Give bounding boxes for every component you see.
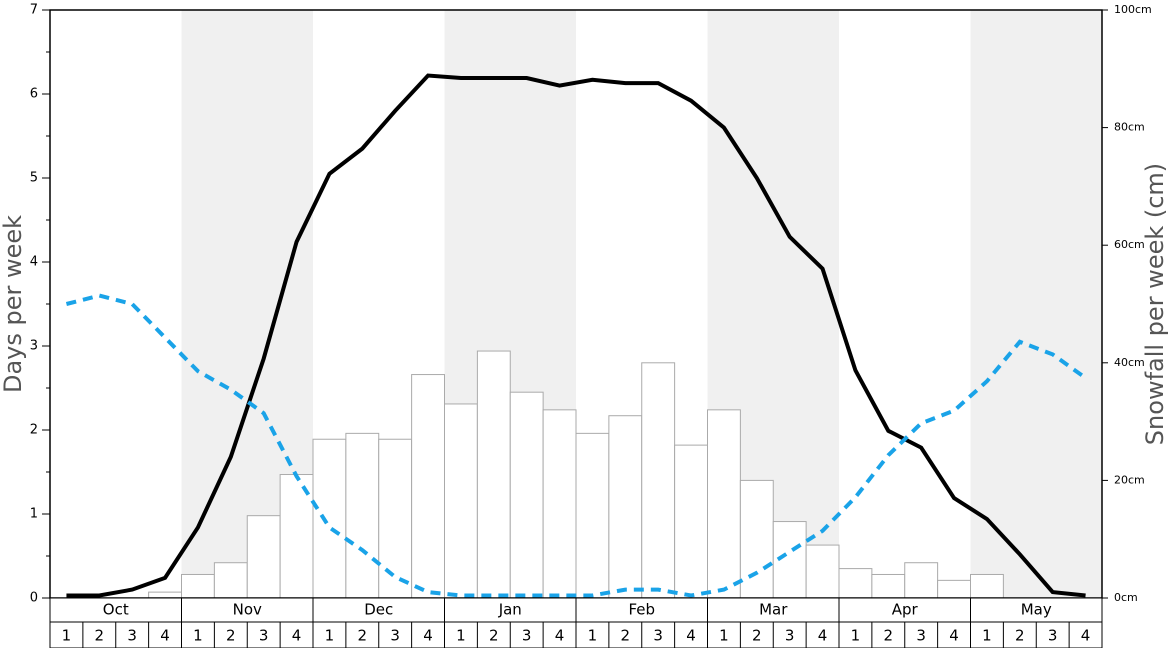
bar	[904, 562, 939, 599]
x-tick-label: 4	[818, 627, 828, 645]
x-tick-label: 1	[588, 627, 598, 645]
bar	[411, 374, 445, 599]
x-tick-label: 1	[851, 627, 861, 645]
line	[66, 73, 1086, 598]
month-band	[970, 10, 1102, 598]
bar	[148, 591, 182, 599]
bar	[181, 573, 215, 599]
x-tick-label: 1	[325, 627, 335, 645]
x-tick-label: 3	[653, 627, 663, 645]
y-axis-label: Days per week	[0, 215, 27, 393]
bar	[674, 444, 708, 599]
x-tick-label: 3	[259, 627, 269, 645]
month-label: Dec	[364, 601, 393, 619]
month-label: Jan	[498, 601, 522, 619]
x-tick-label: 4	[949, 627, 959, 645]
month-label: Oct	[103, 601, 129, 619]
y-tick-label: 3	[30, 339, 38, 354]
y2-tick-label: 20cm	[1114, 473, 1145, 486]
x-tick-label: 1	[193, 627, 203, 645]
x-tick-label: 4	[160, 627, 170, 645]
x-tick-label: 2	[884, 627, 894, 645]
y2-axis-label: Snowfall per week (cm)	[1141, 163, 1168, 445]
line	[65, 293, 1087, 598]
x-tick-label: 2	[226, 627, 236, 645]
bar	[509, 391, 544, 599]
x-tick-label: 4	[1081, 627, 1091, 645]
bar	[246, 515, 281, 599]
month-label: Mar	[759, 601, 788, 619]
y-tick-label: 0	[30, 591, 38, 606]
y-tick-label: 4	[30, 255, 38, 270]
bar	[345, 432, 380, 599]
bar	[805, 544, 840, 599]
x-tick-label: 1	[62, 627, 72, 645]
x-tick-label: 1	[719, 627, 729, 645]
bar	[542, 409, 577, 599]
x-tick-label: 1	[982, 627, 992, 645]
bar	[312, 438, 347, 599]
bar	[707, 409, 741, 599]
x-tick-label: 2	[621, 627, 631, 645]
y-tick-label: 5	[30, 171, 38, 186]
x-tick-label: 3	[785, 627, 795, 645]
bar	[871, 573, 906, 599]
y2-tick-label: 60cm	[1114, 238, 1145, 251]
x-tick-label: 4	[423, 627, 433, 645]
month-label: Nov	[233, 601, 262, 619]
y-tick-label: 7	[30, 3, 38, 18]
x-tick-label: 2	[752, 627, 762, 645]
bar	[476, 350, 511, 599]
x-tick-label: 2	[95, 627, 105, 645]
bar	[378, 438, 413, 599]
x-tick-label: 3	[1048, 627, 1058, 645]
x-tick-label: 1	[456, 627, 466, 645]
bar	[608, 415, 643, 599]
x-tick-label: 4	[292, 627, 302, 645]
bar	[970, 573, 1004, 599]
bar	[213, 562, 248, 599]
bar	[444, 403, 478, 599]
y-tick-label: 2	[30, 423, 38, 438]
x-tick-label: 2	[358, 627, 368, 645]
month-label: May	[1021, 601, 1052, 619]
x-tick-label: 4	[686, 627, 696, 645]
x-tick-label: 3	[522, 627, 532, 645]
bar	[641, 362, 676, 599]
month-label: Feb	[628, 601, 655, 619]
x-tick-label: 4	[555, 627, 565, 645]
bar	[575, 432, 610, 599]
y2-tick-label: 0cm	[1114, 591, 1138, 604]
x-tick-label: 2	[489, 627, 499, 645]
y2-tick-label: 100cm	[1114, 3, 1152, 16]
y-tick-label: 1	[30, 507, 38, 522]
y2-tick-label: 80cm	[1114, 121, 1145, 134]
x-tick-label: 3	[127, 627, 137, 645]
x-tick-label: 3	[916, 627, 926, 645]
x-tick-label: 3	[390, 627, 400, 645]
x-tick-label: 2	[1015, 627, 1025, 645]
y-tick-label: 6	[30, 87, 38, 102]
bar	[739, 479, 774, 599]
bar	[838, 568, 873, 599]
month-label: Apr	[892, 601, 919, 619]
y2-tick-label: 40cm	[1114, 356, 1145, 369]
bar	[937, 579, 971, 599]
